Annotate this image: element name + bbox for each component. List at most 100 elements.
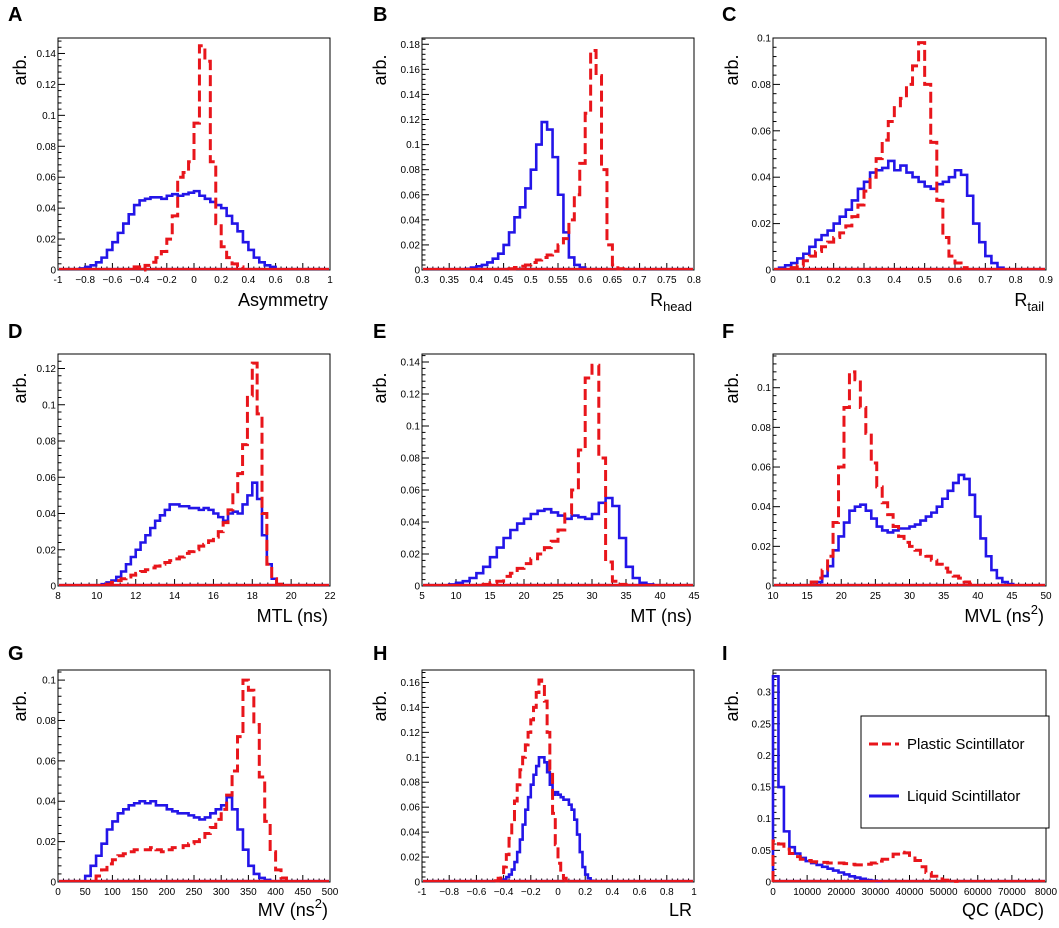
x-axis-label: MVL (ns2) [964, 602, 1044, 626]
y-tick-label: 0.12 [37, 364, 57, 375]
y-tick-label: 0 [765, 878, 771, 889]
y-axis-label: arb. [722, 54, 742, 85]
panel-letter: A [8, 4, 22, 26]
y-tick-label: 0.12 [37, 80, 57, 91]
x-axis-label: QC (ADC) [962, 900, 1044, 920]
liquid-scintillator-histogram [815, 473, 1015, 586]
x-tick-label: 0.3 [415, 275, 429, 286]
x-tick-label: 14 [169, 591, 181, 602]
x-tick-label: 400 [267, 887, 284, 898]
plot-frame [421, 37, 695, 271]
x-tick-label: 8 [55, 591, 61, 602]
x-axis-label-main: MVL (ns [964, 606, 1030, 626]
plot-frame [57, 669, 331, 883]
x-tick-label: 60000 [964, 887, 992, 898]
x-tick-label: 20 [286, 591, 298, 602]
y-tick-label: 0.1 [42, 111, 56, 122]
liquid-scintillator-histogram [499, 755, 595, 883]
y-tick-label: 0.1 [406, 140, 420, 151]
y-tick-label: 0.16 [401, 678, 421, 689]
x-tick-label: 250 [186, 887, 203, 898]
x-tick-label: 22 [324, 591, 336, 602]
x-tick-label: 150 [131, 887, 148, 898]
plot-frame [772, 37, 1047, 271]
x-tick-label: 0.8 [296, 275, 310, 286]
y-tick-label: 0 [414, 582, 420, 593]
y-tick-label: 0.04 [37, 509, 57, 520]
plastic-scintillator-histogram [507, 49, 625, 271]
x-axis-label: LR [669, 900, 692, 920]
x-axis-label: MTL (ns) [257, 606, 328, 626]
plastic-scintillator-histogram [105, 361, 283, 586]
y-tick-label: 0.04 [752, 502, 772, 513]
x-tick-label: 300 [213, 887, 230, 898]
panel-letter: E [373, 321, 386, 343]
x-tick-label: 0.9 [1039, 275, 1053, 286]
panel-letter: H [373, 643, 387, 665]
x-axis-label-main: Asymmetry [238, 290, 328, 310]
y-tick-label: 0.06 [752, 126, 772, 137]
x-axis-label-main: R [1014, 290, 1027, 310]
legend-liquid-label: Liquid Scintillator [907, 788, 1020, 805]
x-tick-label: 100 [104, 887, 121, 898]
y-tick-label: 0.08 [401, 454, 421, 465]
x-tick-label: 1 [691, 887, 697, 898]
x-axis-label-suffix: ) [322, 900, 328, 920]
liquid-scintillator-histogram [100, 481, 283, 586]
x-tick-label: 0.2 [578, 887, 592, 898]
x-tick-label: 10000 [793, 887, 821, 898]
x-tick-label: 70000 [998, 887, 1026, 898]
x-tick-label: 40 [654, 591, 666, 602]
x-tick-label: 15 [484, 591, 496, 602]
legend-plastic-label: Plastic Scintillator [907, 736, 1025, 753]
x-tick-label: 20 [836, 591, 848, 602]
y-tick-label: 0.06 [401, 486, 421, 497]
x-tick-label: 0.8 [1009, 275, 1023, 286]
x-tick-label: 30 [586, 591, 598, 602]
y-tick-label: 0.06 [401, 190, 421, 201]
x-tick-label: 50 [1040, 591, 1052, 602]
y-tick-label: 0.15 [752, 783, 772, 794]
y-tick-label: 0 [765, 266, 771, 277]
y-tick-label: 0.08 [752, 80, 772, 91]
y-axis-label: arb. [10, 372, 30, 403]
x-tick-label: −0.2 [157, 275, 177, 286]
x-tick-label: 0.65 [603, 275, 623, 286]
x-tick-label: 0.35 [439, 275, 459, 286]
panel-letter: B [373, 4, 387, 26]
y-tick-label: 0.1 [42, 676, 56, 687]
x-tick-label: 200 [158, 887, 175, 898]
y-tick-label: 0.04 [37, 797, 57, 808]
x-tick-label: 0 [55, 887, 61, 898]
x-tick-label: 45 [688, 591, 700, 602]
y-tick-label: 0.1 [42, 400, 56, 411]
x-tick-label: 50 [80, 887, 92, 898]
y-tick-label: 0.12 [401, 390, 421, 401]
legend-box [860, 715, 1050, 829]
y-tick-label: 0.05 [752, 846, 772, 857]
x-tick-label: 0.2 [827, 275, 841, 286]
y-tick-label: 0.08 [37, 142, 57, 153]
x-axis-label: Rhead [650, 290, 692, 314]
panel-letter: C [722, 4, 736, 26]
plot-frame [421, 353, 695, 587]
x-tick-label: -1 [54, 275, 63, 286]
x-tick-label: 0.2 [214, 275, 228, 286]
x-tick-label: 15 [802, 591, 814, 602]
liquid-scintillator-histogram [777, 159, 1005, 270]
y-tick-label: 0.08 [401, 778, 421, 789]
x-tick-label: −0.6 [467, 887, 487, 898]
y-axis-label: arb. [10, 690, 30, 721]
legend: Plastic Scintillator Liquid Scintillator [860, 715, 1050, 829]
y-tick-label: 0.02 [752, 542, 772, 553]
x-axis-label-main: QC (ADC) [962, 900, 1044, 920]
y-axis-label: arb. [722, 372, 742, 403]
x-tick-label: 0.6 [948, 275, 962, 286]
x-tick-label: 350 [240, 887, 257, 898]
x-tick-label: 0.4 [887, 275, 901, 286]
y-tick-label: 0.06 [401, 803, 421, 814]
y-tick-label: 0.08 [752, 423, 772, 434]
